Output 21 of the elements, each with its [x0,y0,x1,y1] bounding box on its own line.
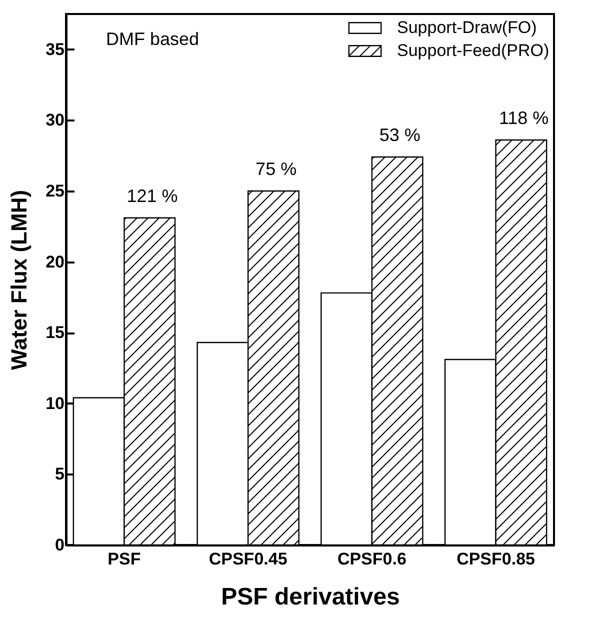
x-axis-title: PSF derivatives [221,584,400,610]
y-tick-label: 0 [55,536,64,554]
annotation: 121 % [126,186,178,206]
annotation: 53 % [379,125,420,146]
x-tick-label: CPSF0.85 [456,550,536,568]
y-tick-label: 20 [46,252,64,272]
y-tick-label: 30 [46,110,64,130]
y-tick-label: 10 [46,394,64,413]
x-tick-label: CPSF0.6 [337,550,406,568]
x-tick-label: PSF [108,550,141,568]
y-axis-title: Water Flux (LMH) [6,190,32,370]
y-tick-label: 25 [46,182,64,200]
y-tick-label: 5 [55,464,64,484]
annotation: 75 % [256,159,297,179]
x-tick-label: CPSF0.45 [208,550,288,568]
y-tick-label: 35 [46,40,64,59]
y-tick-label: 15 [46,323,64,342]
annotation: 118 % [498,108,549,128]
annotation: DMF based [106,29,200,49]
legend-label: Support-Draw(FO) [397,18,537,37]
legend-label: Support-Feed(PRO) [397,41,550,60]
